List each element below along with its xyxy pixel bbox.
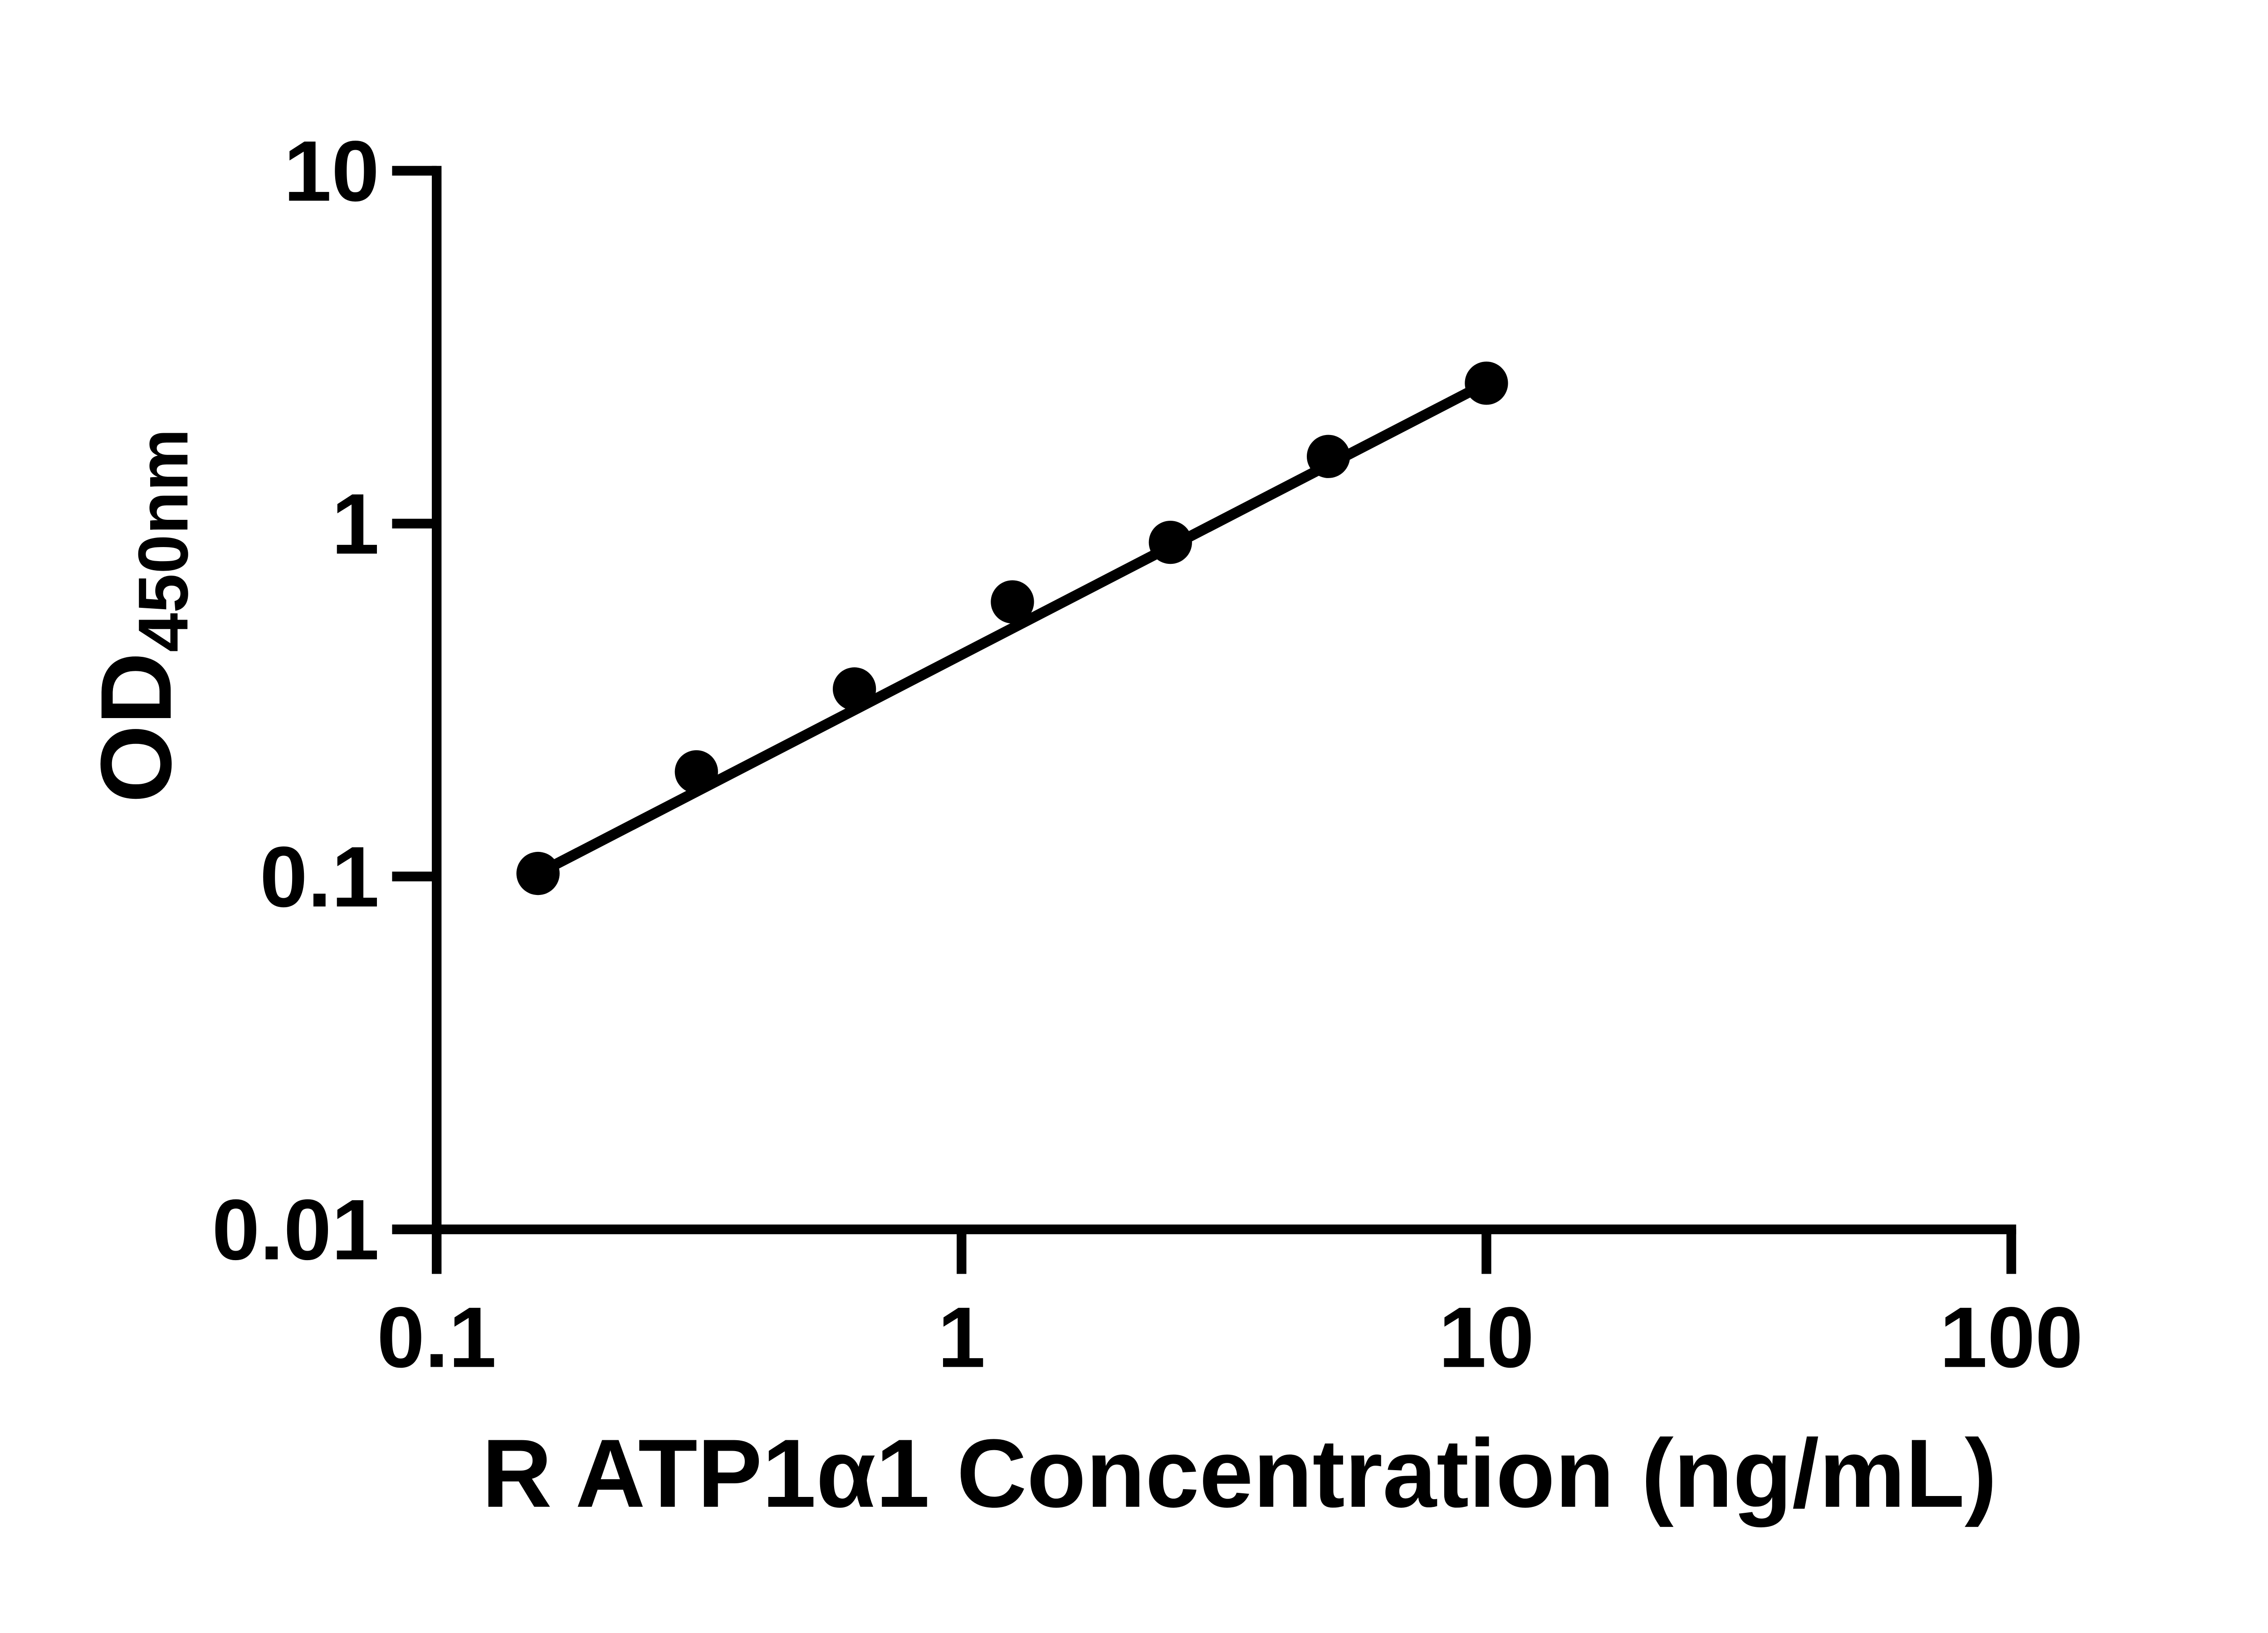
x-axis-title: R ATP1α1 Concentration (ng/mL) (482, 1419, 1997, 1528)
x-tick-label: 1 (938, 1290, 985, 1386)
y-tick-label: 0.1 (260, 829, 380, 925)
plot-area: 0.01 0.1 1 10 0.1 1 10 100 (212, 123, 2083, 1386)
x-tick-label: 0.1 (377, 1290, 497, 1386)
y-tick-label: 0.01 (212, 1182, 379, 1278)
data-point (675, 750, 718, 794)
data-point (1306, 435, 1350, 478)
data-point (991, 580, 1034, 624)
data-point (1465, 362, 1508, 405)
y-tick-label: 1 (332, 476, 379, 572)
y-axis-title-main: OD (79, 652, 192, 803)
x-tick-label: 100 (1940, 1290, 2083, 1386)
chart-background (0, 22, 2268, 1611)
data-point (1149, 520, 1192, 564)
y-axis-title-subscript: 450nm (123, 429, 202, 652)
data-point (516, 851, 560, 895)
x-tick-label: 10 (1438, 1290, 1534, 1386)
y-tick-label: 10 (284, 123, 379, 220)
data-point (832, 667, 876, 711)
y-axis-title: OD450nm (79, 429, 202, 803)
